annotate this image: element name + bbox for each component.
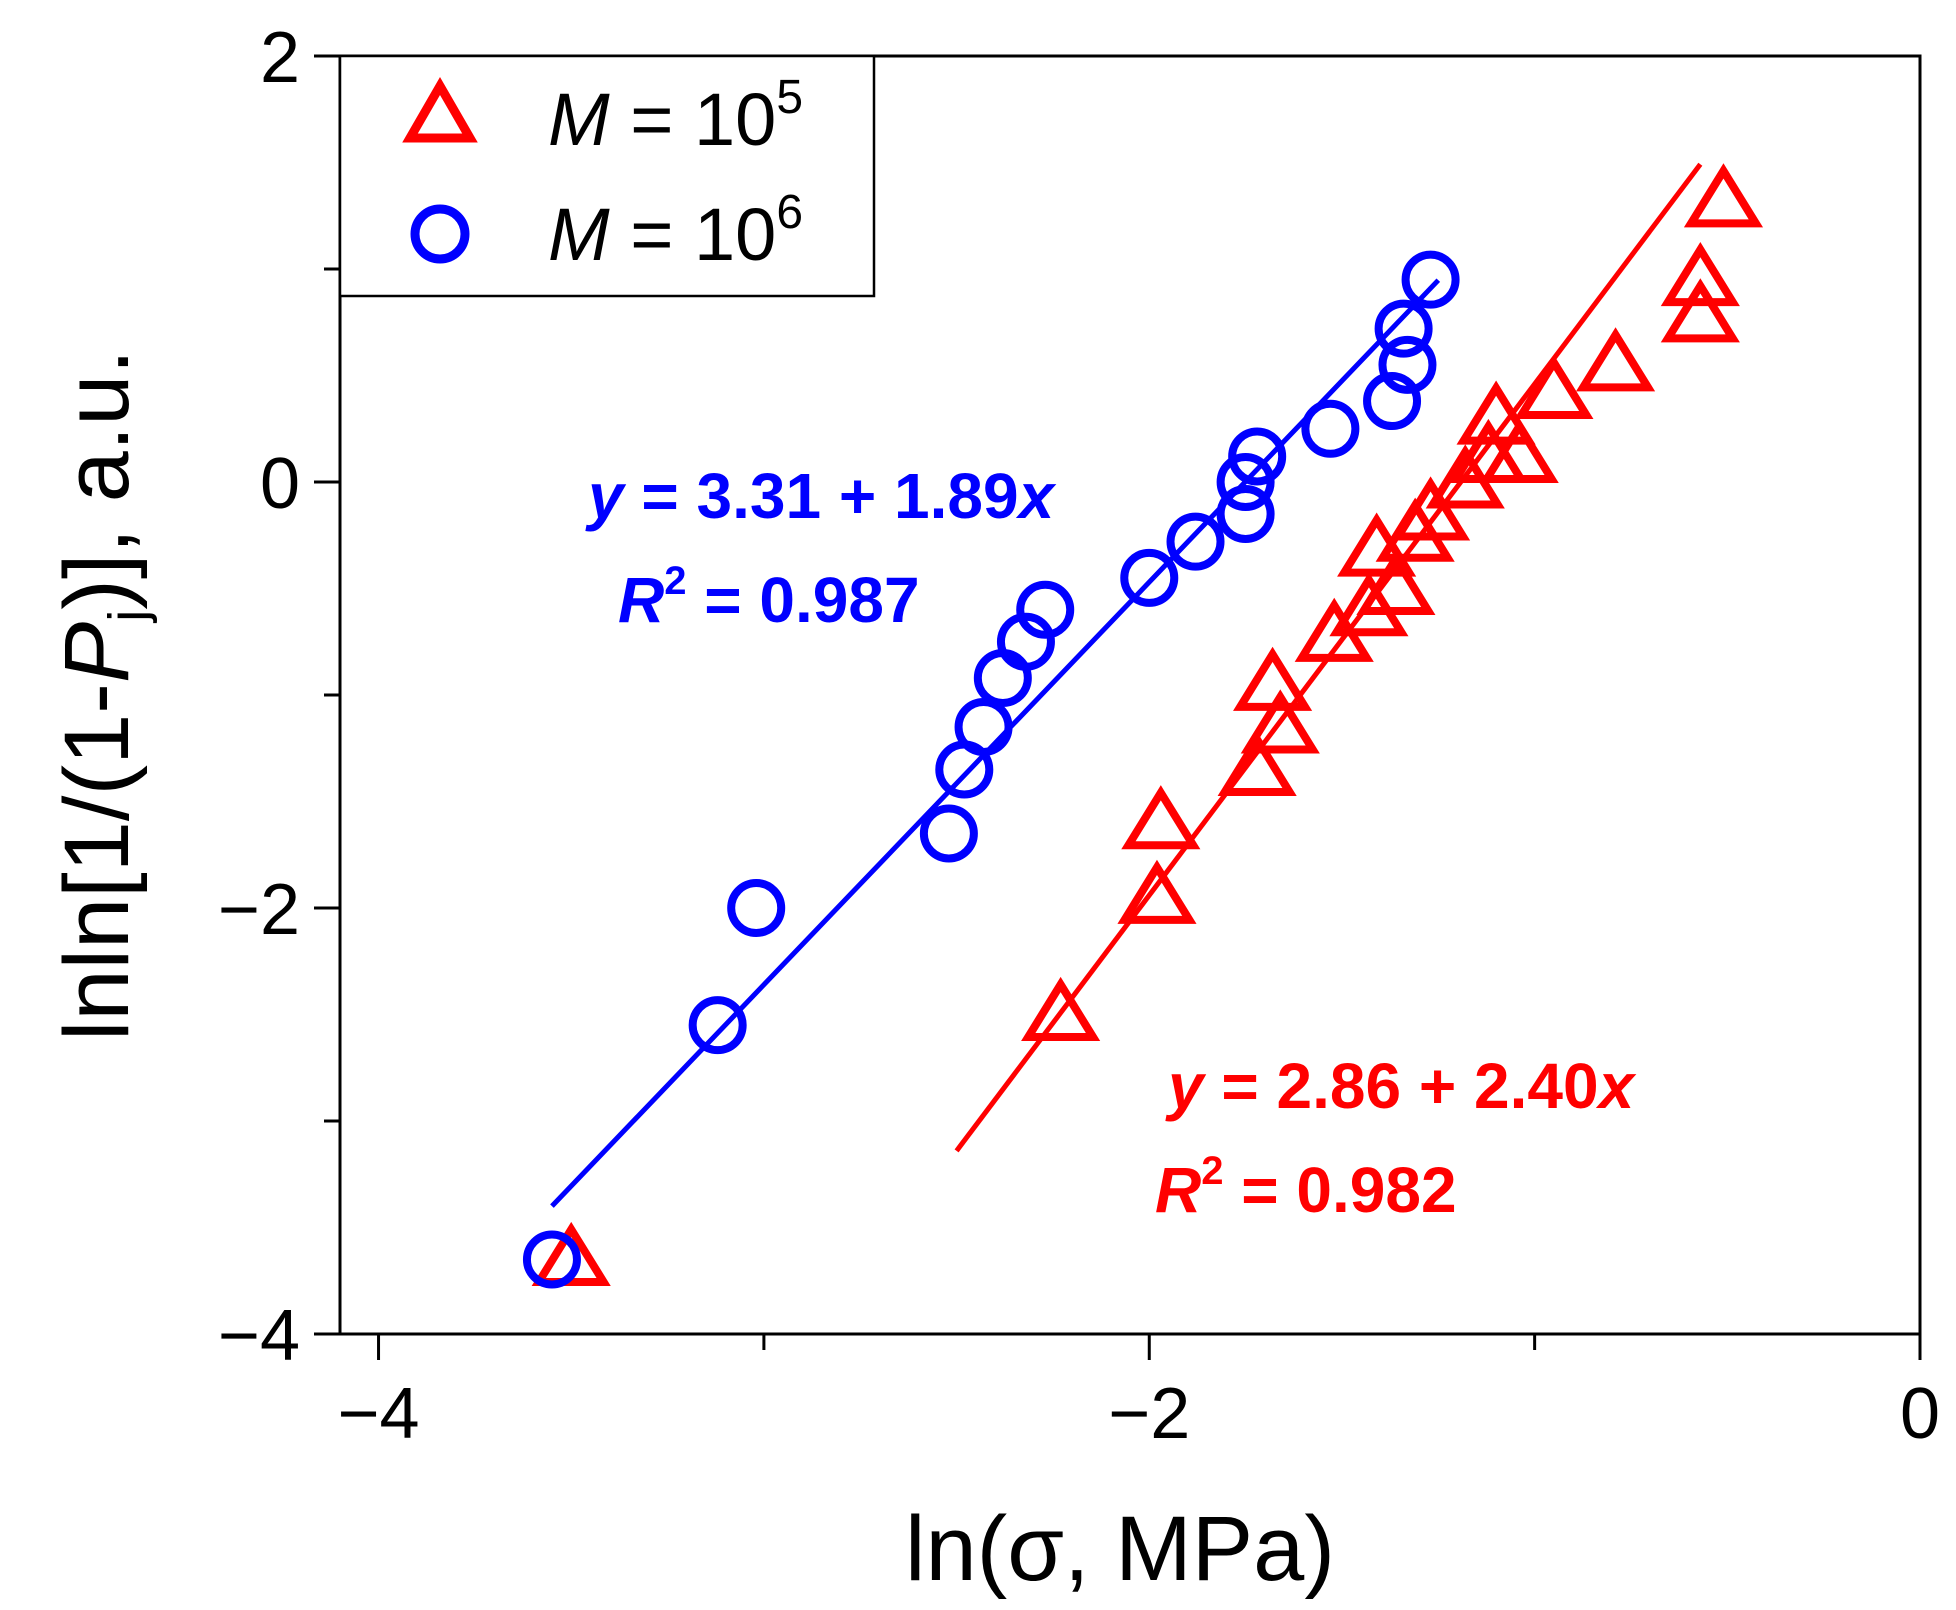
y-axis: −4 −2 0 2 xyxy=(218,18,340,1376)
legend-m5-eq: = 10 xyxy=(610,78,777,161)
y-axis-title-p: P xyxy=(46,622,148,683)
triangle-data-point xyxy=(1121,785,1201,850)
circle-data-point xyxy=(1378,335,1437,394)
blue-fit-r2: R2 = 0.987 xyxy=(618,559,920,636)
triangle-data-point xyxy=(1233,646,1313,711)
circle-data-point xyxy=(996,612,1055,671)
data-markers xyxy=(522,163,1764,1289)
circle-data-point xyxy=(1216,484,1275,543)
triangle-data-point xyxy=(1456,380,1536,445)
red-fit-r: R xyxy=(1155,1154,1201,1226)
circle-data-point xyxy=(727,879,786,937)
red-fit-eq: = 2.86 + 2.40 xyxy=(1204,1050,1599,1122)
red-fit-equation: y = 2.86 + 2.40x xyxy=(1165,1050,1637,1122)
circle-data-point xyxy=(1016,580,1075,639)
triangle-data-point xyxy=(1217,731,1297,797)
triangle-data-point xyxy=(1479,418,1559,483)
circle-data-point xyxy=(1301,399,1360,458)
legend-triangle-marker xyxy=(402,76,478,143)
blue-fit-line xyxy=(550,278,1441,1208)
circle-data-point xyxy=(1120,548,1179,607)
triangle-data-point xyxy=(1514,354,1594,420)
triangle-data-point xyxy=(1660,278,1740,343)
x-axis-title: ln(σ, MPa) xyxy=(905,1498,1335,1600)
red-fit-y: y xyxy=(1165,1050,1207,1122)
blue-fit-eq: = 3.31 + 1.89 xyxy=(624,460,1019,532)
x-tick-label: −4 xyxy=(337,1374,419,1454)
red-fit-x: x xyxy=(1596,1050,1637,1122)
blue-fit-r-exp: 2 xyxy=(664,559,686,603)
triangle-data-point xyxy=(1356,550,1436,615)
legend-m6-m: M xyxy=(548,193,610,276)
triangle-data-point xyxy=(1575,327,1656,392)
triangle-data-point xyxy=(531,1221,611,1286)
circle-data-point xyxy=(1228,427,1287,486)
blue-fit-x: x xyxy=(1016,460,1057,532)
y-axis-title-lnln: lnln[1/(1- xyxy=(46,683,148,1041)
circle-data-point xyxy=(1166,512,1225,571)
legend-m5-exp: 5 xyxy=(776,71,803,124)
triangle-data-point xyxy=(1660,242,1740,307)
red-fit-r-exp: 2 xyxy=(1201,1149,1223,1193)
circle-data-point xyxy=(954,697,1013,756)
circle-data-point xyxy=(1401,250,1460,309)
y-tick-label: 2 xyxy=(260,18,300,98)
y-axis-title: lnln[1/(1-Pj)], a.u. xyxy=(46,349,158,1041)
triangle-data-point xyxy=(1240,689,1320,754)
triangle-data-point xyxy=(1391,476,1471,541)
y-axis-title-rest: )], a.u. xyxy=(46,349,148,610)
legend-m6-exp: 6 xyxy=(776,186,803,239)
circle-data-point xyxy=(522,1230,581,1289)
y-tick-label: −4 xyxy=(218,1296,300,1376)
blue-fit-r: R xyxy=(618,564,664,636)
x-tick-label: −2 xyxy=(1108,1374,1190,1454)
legend-m6-eq: = 10 xyxy=(610,193,777,276)
circle-data-point xyxy=(973,648,1032,707)
legend-label-m5: M = 105 xyxy=(548,71,803,161)
blue-fit-y: y xyxy=(585,460,627,532)
triangle-data-point xyxy=(1683,163,1764,228)
circle-data-point xyxy=(1363,372,1422,431)
triangle-data-point xyxy=(1021,976,1101,1041)
y-tick-label: −2 xyxy=(218,870,300,950)
circle-data-point xyxy=(688,996,747,1055)
circle-data-point xyxy=(919,804,978,863)
triangle-data-point xyxy=(1329,572,1409,637)
x-tick-label: 0 xyxy=(1900,1374,1940,1454)
legend-label-m6: M = 106 xyxy=(548,186,803,276)
blue-fit-r2-value: = 0.987 xyxy=(686,564,919,636)
red-fit-r2: R2 = 0.982 xyxy=(1155,1149,1457,1226)
legend-m5-m: M xyxy=(548,78,610,161)
y-tick-label: 0 xyxy=(260,444,300,524)
circle-data-point xyxy=(1374,299,1433,358)
triangle-data-point xyxy=(1117,859,1197,924)
x-axis: −4 −2 0 xyxy=(337,1334,1940,1454)
y-axis-title-sub: j xyxy=(98,610,158,624)
blue-fit-equation: y = 3.31 + 1.89x xyxy=(585,460,1057,532)
legend: M = 105 M = 106 xyxy=(338,54,876,298)
red-fit-r2-value: = 0.982 xyxy=(1223,1154,1456,1226)
legend-circle-marker xyxy=(410,204,470,264)
